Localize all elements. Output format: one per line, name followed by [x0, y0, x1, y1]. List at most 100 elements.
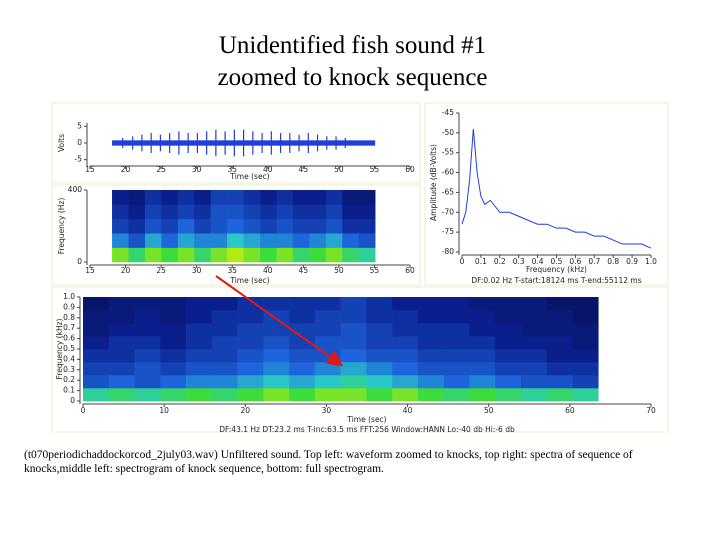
spectrogram-cell [108, 362, 135, 376]
spectrogram-cell [292, 190, 310, 205]
title-line: zoomed to knock sequence [217, 64, 488, 91]
spectrogram-cell [210, 190, 228, 205]
spectrogram-cell [417, 375, 444, 389]
spectrogram-cell [243, 218, 261, 234]
spectrogram-cell [83, 388, 110, 402]
spectrogram-cell [325, 233, 343, 248]
spectrogram-cell [108, 297, 135, 311]
spectrogram-cell [572, 388, 599, 402]
spectrogram-cell [237, 297, 264, 311]
spectrogram-cell [289, 297, 316, 311]
spectrogram-cell [358, 247, 376, 263]
caption: (t070periodichaddockorcod_2july03.wav) U… [24, 449, 633, 475]
y-tick-label: 0.2 [63, 375, 75, 384]
panel-frame [51, 102, 421, 184]
spectrogram-cell [309, 190, 327, 205]
spectrogram-cell [325, 204, 343, 220]
spectrogram-cell [469, 336, 496, 350]
spectrogram-cell [112, 204, 129, 220]
spectrogram-cell [340, 310, 367, 324]
spectrogram-cell [309, 233, 327, 248]
spectrogram-cell [177, 218, 195, 234]
panel-frame [51, 184, 421, 286]
x-tick-label: 25 [156, 165, 166, 174]
spectrogram-cell [469, 362, 496, 376]
x-tick-label: 0.5 [551, 257, 563, 266]
spectrogram-cell [392, 362, 419, 376]
spectrogram-cell [260, 204, 277, 220]
spectrogram-cell [161, 204, 179, 220]
spectrogram-cell [177, 204, 195, 220]
spectrogram-cell [260, 233, 277, 248]
spectrogram-cell [227, 247, 244, 263]
spectrogram-cell [263, 375, 290, 389]
spectrogram-cell [546, 362, 573, 376]
y-tick-label: -55 [442, 148, 454, 157]
spectrogram-cell [237, 375, 264, 389]
spectrogram-cell [443, 375, 470, 389]
spectrogram-cell [469, 310, 496, 324]
spectrogram-cell [358, 204, 376, 220]
spectrogram-cell [289, 336, 316, 350]
spectrogram-cell [83, 310, 110, 324]
spectrogram-cell [112, 190, 129, 205]
y-tick-label: 400 [68, 185, 83, 194]
spectrogram-cell [160, 310, 187, 324]
spectrogram-cell [210, 204, 228, 220]
spectrogram-cell [243, 190, 261, 205]
spectrogram-cell [160, 323, 187, 337]
spectrogram-cell [340, 336, 367, 350]
spectrogram-cell [495, 336, 522, 350]
spectrogram-cell [309, 204, 327, 220]
y-tick-label: 0.6 [63, 334, 75, 343]
y-tick-label: -5 [75, 155, 83, 164]
y-tick-label: 5 [77, 121, 82, 130]
x-tick-label: 55 [370, 266, 380, 275]
spectrogram-cell [417, 388, 444, 402]
spectrogram-cell [144, 204, 162, 220]
spectrogram-cell [469, 349, 496, 363]
spectrogram-cell [160, 362, 187, 376]
spectrogram-cell [134, 323, 161, 337]
annotation: DF:43.1 Hz DT:23.2 ms T-inc:63.5 ms FFT:… [219, 425, 515, 434]
spectrogram-cell [210, 247, 228, 263]
spectrogram-cell [211, 388, 238, 402]
spectrogram-cell [211, 375, 238, 389]
spectrogram-cell [227, 190, 244, 205]
x-axis-label: Frequency (kHz) [526, 265, 587, 274]
y-tick-label: 0.1 [63, 386, 75, 395]
spectrogram-cell [227, 233, 244, 248]
x-tick-label: 0.9 [626, 257, 638, 266]
spectrogram-cell [366, 375, 393, 389]
spectrogram-cell [134, 375, 161, 389]
spectrogram-cell [83, 362, 110, 376]
x-tick-label: 20 [121, 165, 131, 174]
spectrogram-cell [160, 388, 187, 402]
spectrogram-cell [161, 247, 179, 263]
spectrogram-cell [417, 310, 444, 324]
spectrogram-cell [276, 233, 294, 248]
y-tick-label: 0 [70, 396, 75, 405]
spectrogram-cell [211, 297, 238, 311]
spectrogram-cell [417, 349, 444, 363]
spectrogram-cell [366, 388, 393, 402]
spectrogram-cell [392, 297, 419, 311]
spectrogram-cell [260, 218, 277, 234]
spectrogram-cell [495, 375, 522, 389]
spectrogram-cell [340, 349, 367, 363]
x-tick-label: 0.7 [588, 257, 600, 266]
spectrogram-cell [289, 388, 316, 402]
spectrogram-cell [144, 247, 162, 263]
spectrogram-cell [495, 362, 522, 376]
spectrogram-cell [112, 247, 129, 263]
spectrogram-cell [134, 297, 161, 311]
spectrogram-cell [134, 310, 161, 324]
spectrogram-cell [194, 233, 212, 248]
x-tick-label: 30 [192, 165, 202, 174]
spectrogram-cell [392, 323, 419, 337]
spectrogram-cell [237, 310, 264, 324]
spectrogram-cell [134, 362, 161, 376]
x-tick-label: 10 [159, 406, 169, 415]
spectrogram-cell [392, 388, 419, 402]
